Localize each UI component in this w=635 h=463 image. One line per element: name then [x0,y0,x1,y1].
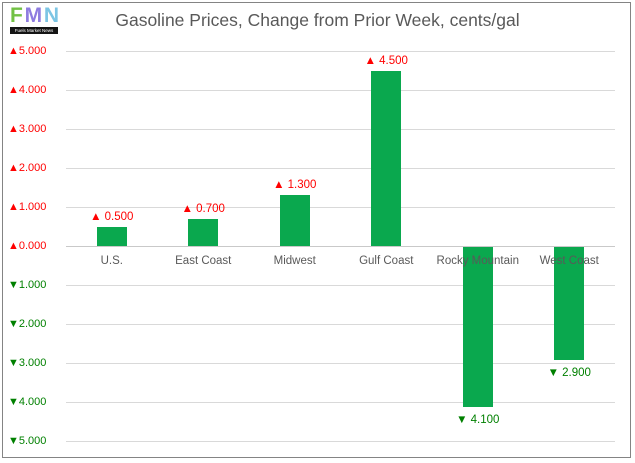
y-axis-tick-label: ▲5.000 [8,45,47,57]
x-axis-category-label: West Coast [539,255,599,267]
gridline [66,324,615,325]
y-axis-tick-label: ▼5.000 [8,435,47,447]
gridline [66,441,615,442]
gridline [66,168,615,169]
data-label: ▲ 1.300 [273,179,317,192]
y-axis-tick-label: ▼1.000 [8,279,47,291]
x-axis-category-label: Gulf Coast [359,255,414,267]
logo-letter: M [24,4,42,27]
y-axis-tick-label: ▲0.000 [8,240,47,252]
data-label: ▼ 2.900 [547,367,591,380]
y-axis-tick-label: ▼4.000 [8,396,47,408]
data-label: ▲ 0.700 [181,202,225,215]
y-axis-tick-label: ▼2.000 [8,318,47,330]
data-label: ▲ 4.500 [364,54,408,67]
logo-letter: F [10,4,23,27]
data-label: ▲ 0.500 [90,210,134,223]
gridline [66,402,615,403]
y-axis-tick-label: ▲3.000 [8,123,47,135]
bar-midwest [279,195,310,246]
y-axis-tick-label: ▲2.000 [8,162,47,174]
bar-u-s [96,226,127,246]
y-axis-tick-label: ▲4.000 [8,84,47,96]
gridline [66,207,615,208]
zero-axis-line [66,246,615,247]
bar-west-coast [554,247,585,361]
chart-title: Gasoline Prices, Change from Prior Week,… [115,10,520,30]
bar-gulf-coast [371,70,402,246]
x-axis-category-label: Rocky Mountain [436,255,519,267]
data-label: ▼ 4.100 [456,413,500,426]
bar-rocky-mountain [462,247,493,407]
gridline [66,90,615,91]
gridline [66,285,615,286]
logo-letter: N [43,4,59,27]
y-axis-tick-label: ▲1.000 [8,201,47,213]
fmn-logo-tagline: Fuels Market News [10,27,58,34]
gridline [66,129,615,130]
gridline [66,363,615,364]
gridline [66,51,615,52]
x-axis-category-label: East Coast [175,255,232,267]
x-axis-category-label: U.S. [100,255,123,267]
y-axis-tick-label: ▼3.000 [8,357,47,369]
x-axis-category-label: Midwest [273,255,316,267]
bar-east-coast [188,218,219,246]
